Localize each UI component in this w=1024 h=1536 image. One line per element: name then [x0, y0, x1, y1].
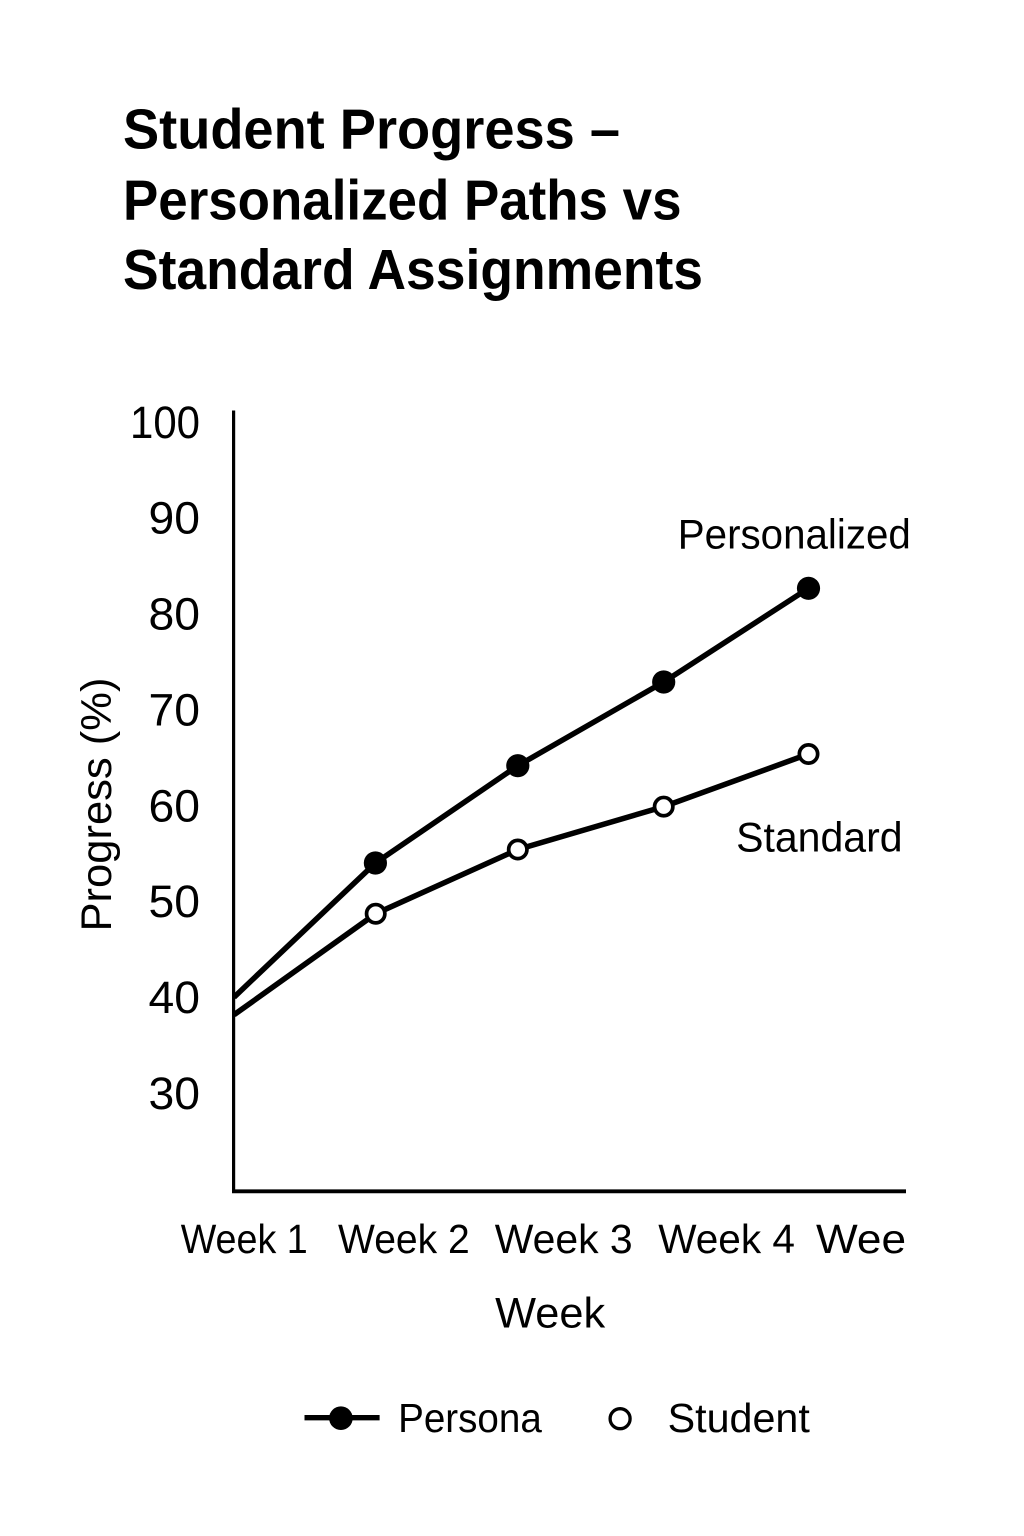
svg-text:Persona: Persona: [398, 1395, 542, 1441]
svg-text:Week 5: Week 5: [816, 1216, 965, 1262]
svg-text:80: 80: [149, 589, 201, 640]
svg-text:60: 60: [149, 780, 201, 831]
svg-text:Week 2: Week 2: [338, 1216, 470, 1262]
svg-text:Personalized: Personalized: [678, 511, 911, 558]
svg-text:Week 1: Week 1: [181, 1216, 308, 1262]
svg-text:Week: Week: [495, 1289, 606, 1337]
svg-text:Progress (%): Progress (%): [73, 678, 121, 932]
svg-text:100: 100: [130, 397, 200, 448]
svg-text:Week 4: Week 4: [658, 1216, 795, 1262]
svg-text:Standard: Standard: [736, 814, 903, 861]
svg-text:Week 3: Week 3: [495, 1216, 633, 1262]
svg-text:30: 30: [149, 1068, 201, 1119]
svg-text:40: 40: [149, 972, 201, 1023]
svg-text:Standard Assignments: Standard Assignments: [123, 238, 703, 302]
svg-text:70: 70: [149, 684, 201, 735]
svg-text:Personalized Paths vs: Personalized Paths vs: [123, 169, 682, 233]
svg-text:50: 50: [149, 876, 201, 927]
svg-text:Student: Student: [668, 1395, 810, 1441]
svg-text:90: 90: [149, 493, 201, 544]
svg-text:Student Progress –: Student Progress –: [123, 98, 620, 162]
